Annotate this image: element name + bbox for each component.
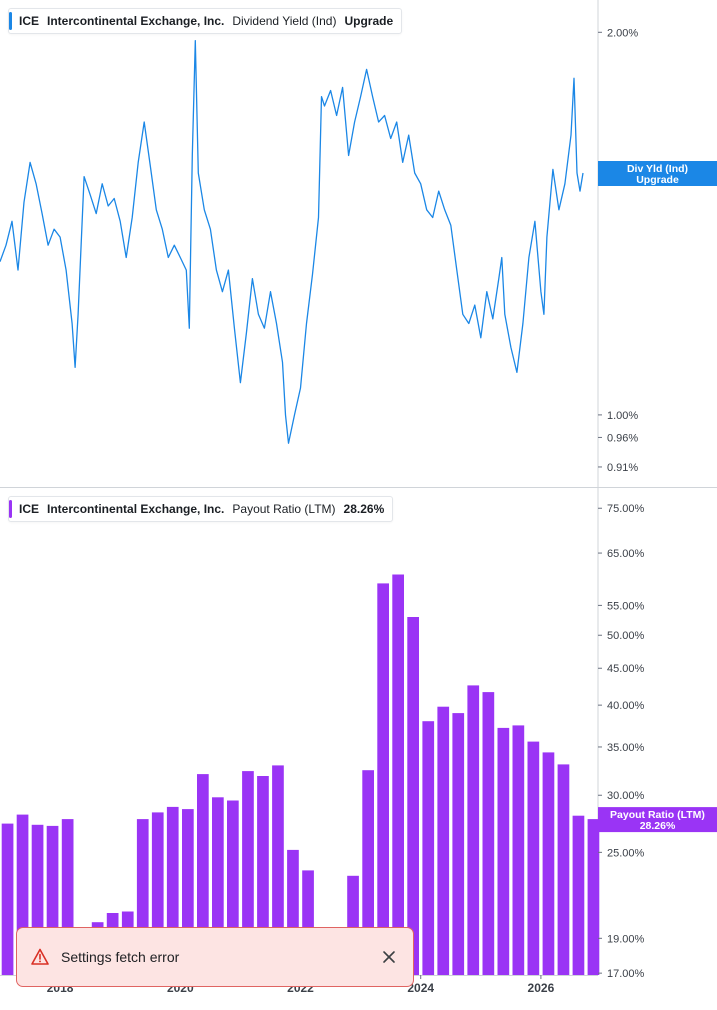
payout-bar-36	[542, 752, 555, 975]
payout-bar-33	[497, 727, 510, 975]
payout-bar-26	[392, 574, 404, 975]
dividend-yield-line	[0, 39, 584, 444]
div-yield-flag-line1: Div Yld (Ind)	[627, 163, 688, 175]
bottom-series-layer	[1, 574, 600, 975]
payout-bar-4	[61, 819, 74, 975]
bottom-legend-company: Intercontinental Exchange, Inc.	[47, 502, 225, 516]
payout-bar-15	[227, 800, 239, 975]
bottom-legend-color-bar	[9, 500, 12, 518]
payout-bar-19	[287, 849, 299, 975]
payout-bar-11	[166, 806, 179, 975]
top-legend-color-bar	[9, 12, 12, 30]
payout-bar-17	[257, 776, 269, 975]
bottom-y-tick-label-3: 50.00%	[607, 630, 645, 642]
bottom-y-tick-label-9: 19.00%	[607, 933, 645, 945]
payout-bar-0	[1, 823, 14, 975]
bottom-y-tick-label-2: 55.00%	[607, 600, 645, 612]
bottom-y-tick-label-4: 45.00%	[607, 663, 645, 675]
bottom-y-tick-label-1: 65.00%	[607, 548, 645, 560]
payout-flag-bg	[598, 807, 717, 833]
bottom-y-tick-label-8: 25.00%	[607, 847, 645, 859]
bottom-legend-value: 28.26%	[343, 502, 385, 516]
bottom-y-tick-label-5: 40.00%	[607, 700, 645, 712]
payout-bar-38	[572, 815, 585, 975]
div-yield-flag: Div Yld (Ind)Upgrade	[598, 161, 717, 186]
x-tick-label-4: 2026	[528, 981, 555, 995]
payout-flag: Payout Ratio (LTM)28.26%	[598, 807, 717, 833]
payout-bar-16	[242, 771, 254, 975]
top-y-tick-label-3: 0.91%	[607, 462, 638, 474]
payout-bar-20	[302, 870, 314, 975]
bottom-legend-metric: Payout Ratio (LTM)	[232, 502, 336, 516]
payout-bar-29	[437, 706, 450, 975]
div-yield-flag-line2: Upgrade	[636, 174, 679, 186]
payout-bar-31	[467, 685, 480, 975]
top-y-tick-label-2: 0.96%	[607, 432, 638, 444]
top-legend: ICE Intercontinental Exchange, Inc. Divi…	[8, 8, 403, 34]
top-legend-value[interactable]: Upgrade	[344, 14, 394, 28]
bottom-y-tick-label-10: 17.00%	[607, 968, 645, 980]
payout-bar-34	[512, 725, 525, 975]
payout-bar-10	[151, 812, 164, 975]
payout-bar-37	[557, 764, 570, 975]
payout-bar-28	[422, 721, 435, 975]
payout-bar-14	[212, 797, 224, 975]
payout-flag-line1: Payout Ratio (LTM)	[610, 809, 705, 821]
warning-triangle-icon	[31, 948, 49, 965]
payout-bar-1	[16, 814, 29, 975]
bottom-legend: ICE Intercontinental Exchange, Inc. Payo…	[8, 496, 394, 522]
payout-bar-13	[197, 774, 209, 975]
bottom-legend-ticker: ICE	[19, 502, 40, 516]
payout-bar-32	[482, 692, 495, 975]
payout-bar-24	[362, 770, 374, 975]
close-icon[interactable]	[379, 947, 399, 967]
bottom-y-tick-label-6: 35.00%	[607, 742, 645, 754]
bottom-y-tick-label-0: 75.00%	[607, 503, 645, 515]
payout-bar-27	[407, 617, 419, 975]
payout-bar-3	[46, 825, 59, 975]
payout-bar-25	[377, 583, 389, 975]
div-yield-flag-bg	[598, 161, 717, 186]
top-legend-metric: Dividend Yield (Ind)	[232, 14, 337, 28]
bottom-y-tick-label-7: 30.00%	[607, 790, 645, 802]
x-tick-label-3: 2024	[407, 981, 434, 995]
top-y-tick-label-0: 2.00%	[607, 27, 638, 39]
top-legend-ticker: ICE	[19, 14, 40, 28]
error-toast: Settings fetch error	[16, 927, 414, 987]
payout-bar-18	[272, 765, 284, 975]
toast-message: Settings fetch error	[61, 949, 180, 965]
payout-bar-30	[452, 713, 465, 975]
payout-flag-line2: 28.26%	[640, 820, 676, 832]
payout-bar-35	[527, 741, 540, 975]
top-legend-company: Intercontinental Exchange, Inc.	[47, 14, 225, 28]
payout-bar-23	[347, 875, 359, 975]
top-series-layer	[0, 39, 584, 444]
payout-bar-2	[31, 824, 44, 975]
payout-bar-12	[182, 809, 194, 975]
payout-bar-9	[136, 819, 149, 975]
payout-bar-39	[587, 819, 600, 975]
top-y-tick-label-1: 1.00%	[607, 410, 638, 422]
